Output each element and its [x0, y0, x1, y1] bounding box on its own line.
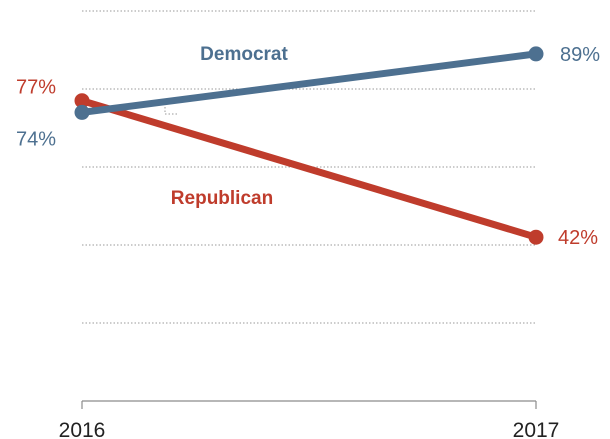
democrat-point-2017 — [528, 46, 544, 62]
republican-point-2017 — [528, 229, 544, 245]
republican-line — [78, 97, 540, 241]
democrat-value-label-2016: 74% — [16, 128, 56, 150]
democrat-value-label-2017: 89% — [560, 44, 600, 66]
x-tick-label-2017: 2017 — [513, 419, 560, 439]
series-group — [74, 46, 544, 245]
labels-group: Democrat Republican 77% 74% 89% 42% — [16, 44, 600, 249]
x-axis: 2016 2017 — [59, 400, 560, 439]
democrat-point-2016 — [74, 104, 90, 120]
series-label-democrat: Democrat — [200, 44, 288, 65]
x-tick-label-2016: 2016 — [59, 419, 106, 439]
republican-value-label-2016: 77% — [16, 77, 56, 99]
series-label-republican: Republican — [171, 188, 273, 209]
democrat-line — [78, 50, 540, 116]
republican-value-label-2017: 42% — [558, 227, 598, 249]
republican-point-2016 — [74, 93, 90, 109]
